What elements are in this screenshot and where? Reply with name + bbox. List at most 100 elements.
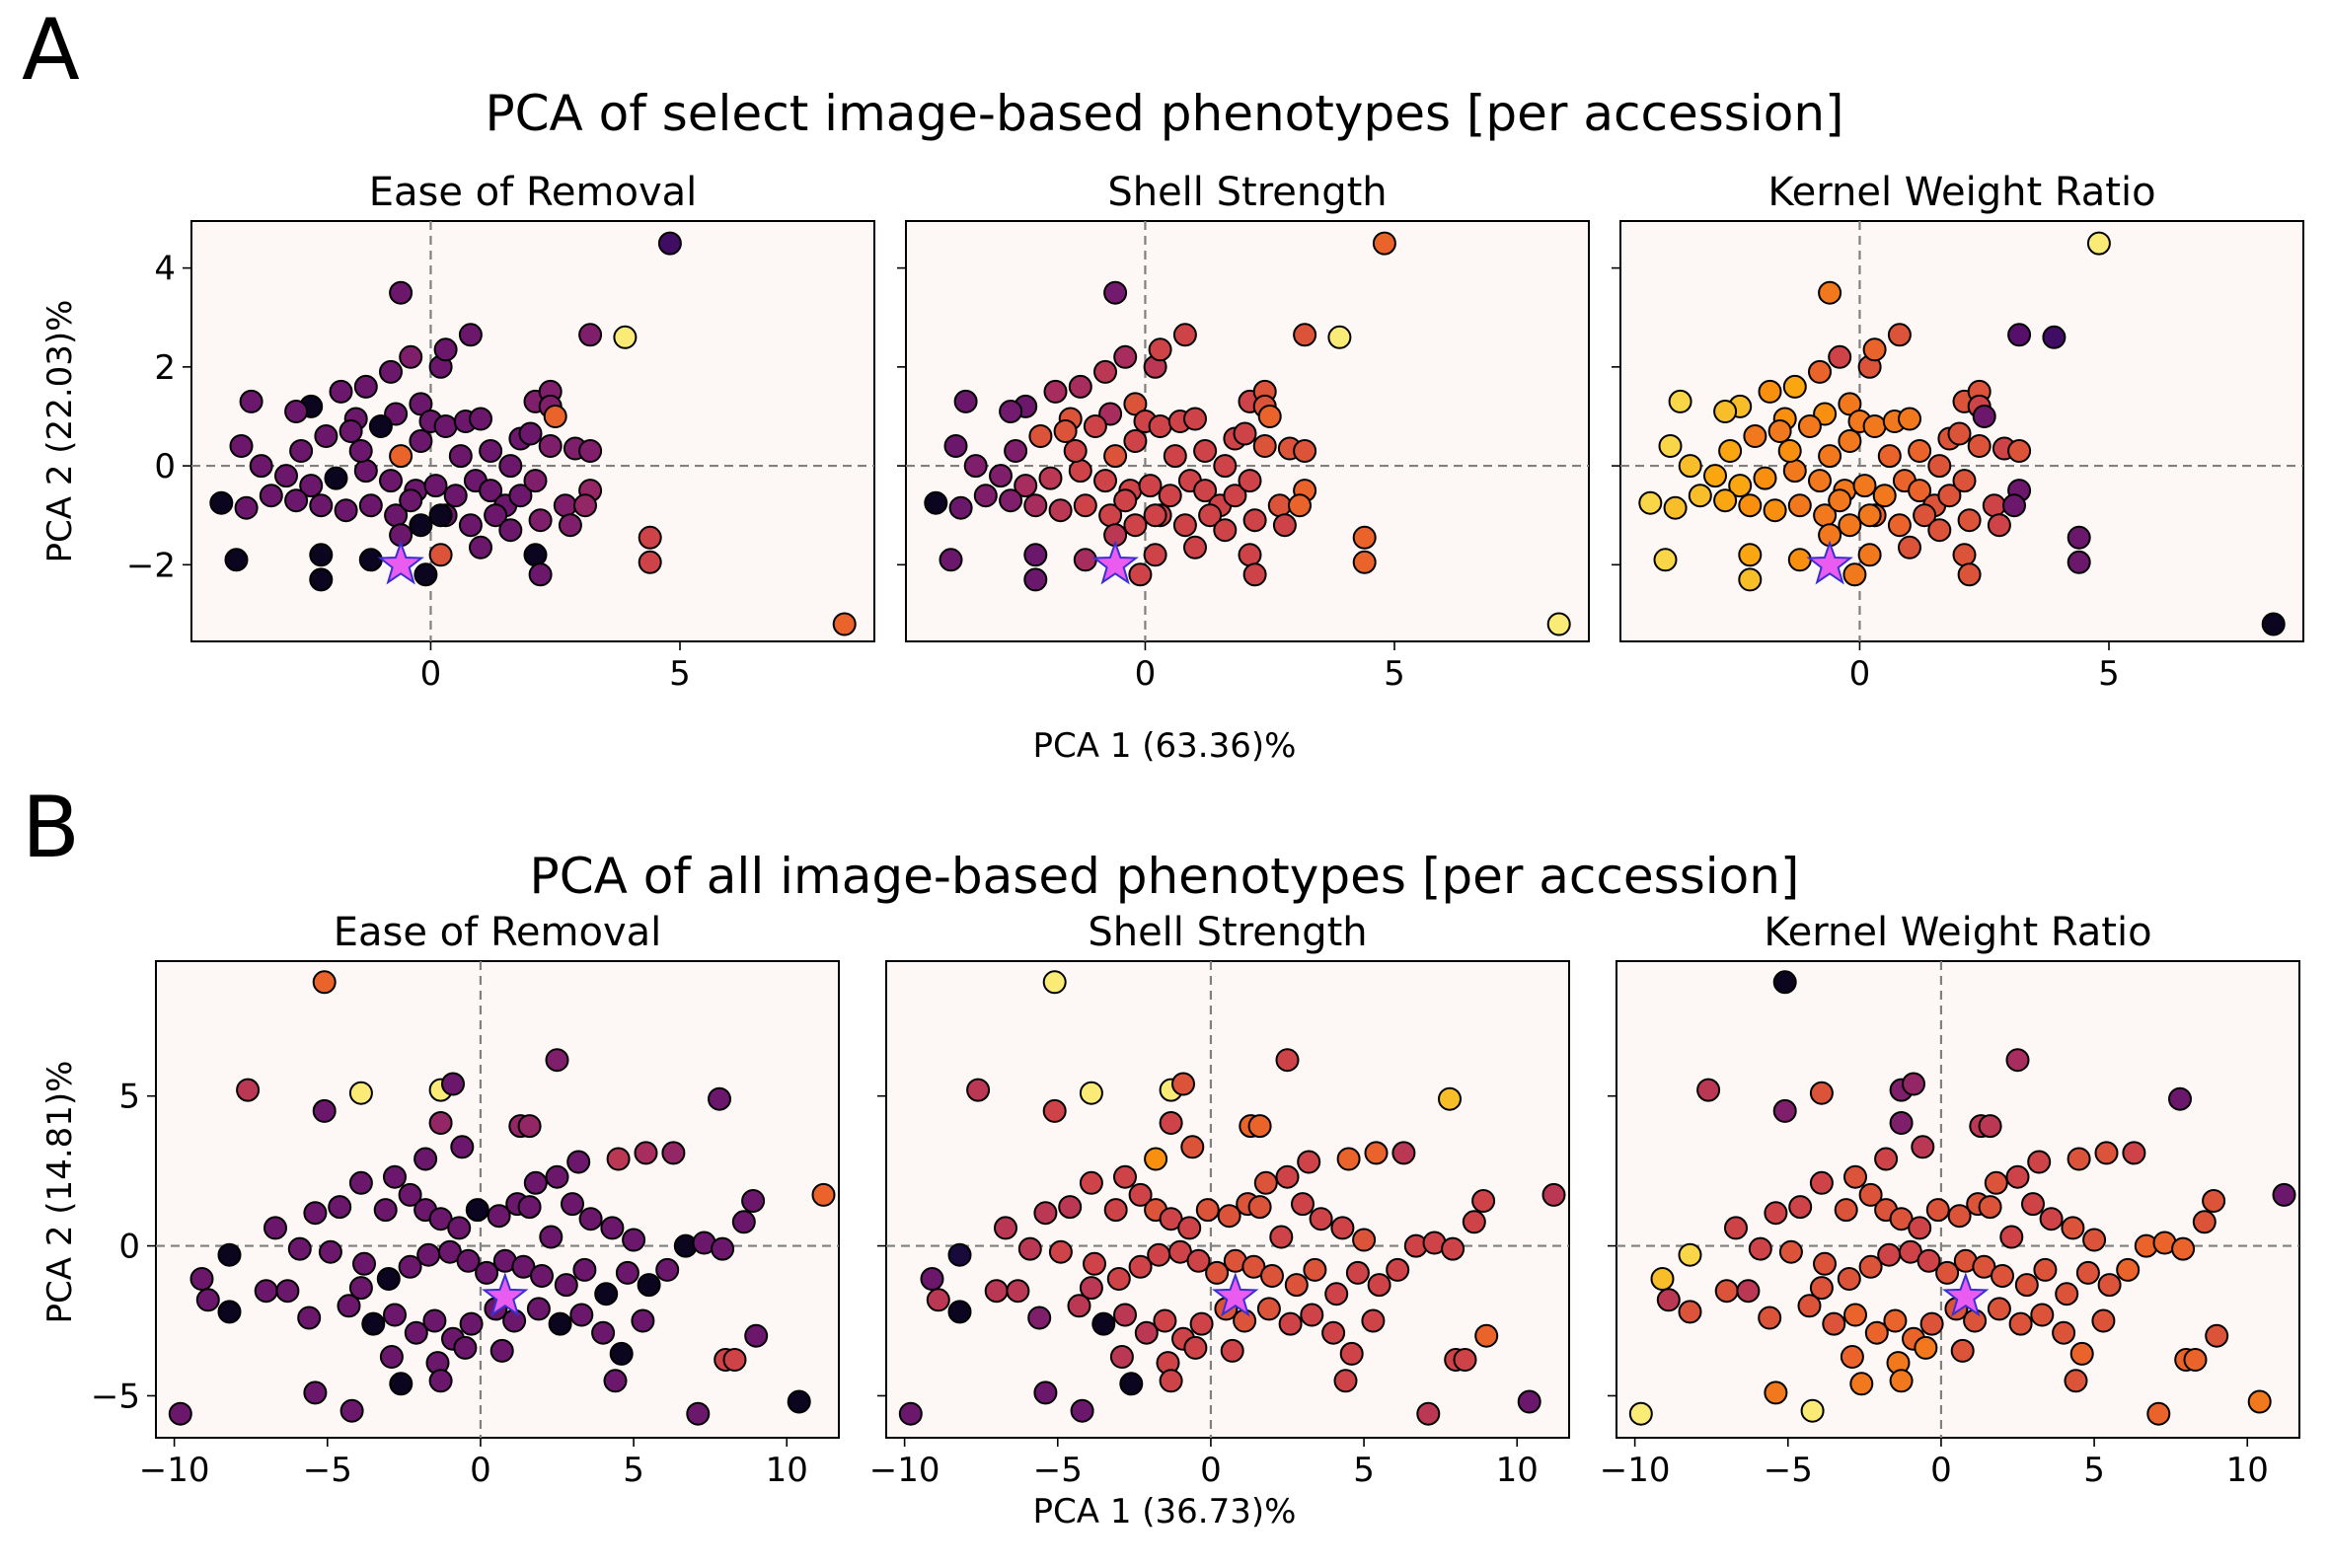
chart-a-point xyxy=(1838,392,1862,416)
chart-b-point xyxy=(578,1207,603,1232)
chart-a-point xyxy=(389,444,413,469)
chart-b-point xyxy=(1984,1170,2008,1195)
chart-a-point xyxy=(1038,466,1063,490)
chart-a-point xyxy=(553,493,577,518)
chart-b-x-tick-label: −10 xyxy=(139,1451,210,1490)
chart-b-point xyxy=(708,1086,731,1111)
chart-b-point xyxy=(1628,1401,1653,1426)
chart-a-point xyxy=(1738,567,1763,592)
chart-a-point xyxy=(1172,323,1197,347)
chart-b-x-tick-label: 10 xyxy=(766,1451,808,1490)
chart-a-point xyxy=(1782,459,1807,484)
chart-a-point xyxy=(1842,562,1867,587)
chart-b-point xyxy=(383,1164,407,1189)
chart-b-point xyxy=(404,1320,428,1345)
chart-a-point xyxy=(1818,444,1842,469)
chart-a-point xyxy=(508,484,533,508)
chart-a-point xyxy=(1023,493,1048,518)
chart-a-subplot-title: Ease of Removal xyxy=(369,170,698,215)
chart-a-y-tick-label: −2 xyxy=(126,546,176,585)
chart-b-point xyxy=(2021,1192,2045,1217)
chart-b-x-tick-label: 5 xyxy=(623,1451,644,1490)
chart-a-point xyxy=(573,493,597,518)
chart-a-point xyxy=(1927,454,1952,479)
chart-b-point xyxy=(1837,1267,1861,1291)
chart-b-point xyxy=(1260,1264,1284,1288)
chart-a-point xyxy=(284,488,309,513)
chart-a-point xyxy=(309,567,334,592)
chart-b-point xyxy=(1911,1135,1935,1159)
chart-a-point xyxy=(613,325,638,349)
chart-a-point xyxy=(1193,479,1218,503)
chart-b-point xyxy=(287,1236,312,1261)
chart-a-subplot-3: Kernel Weight Ratio 0 5 xyxy=(1612,170,2304,694)
chart-a-y-tick-label: 4 xyxy=(154,250,176,289)
chart-b-star-marker xyxy=(1941,1272,1990,1317)
chart-a-point xyxy=(518,421,543,446)
chart-a-point xyxy=(1138,474,1163,498)
chart-b-point xyxy=(312,970,337,995)
chart-b-point xyxy=(545,1048,569,1073)
chart-b-point xyxy=(1247,1195,1272,1220)
chart-b-point xyxy=(1650,1267,1675,1291)
chart-b-point xyxy=(1834,1198,1858,1223)
chart-b-point xyxy=(572,1257,597,1282)
chart-b-point xyxy=(561,1192,584,1217)
chart-a-point xyxy=(1068,374,1092,399)
chart-b-point xyxy=(361,1311,386,1336)
chart-b-point xyxy=(1809,1170,1834,1195)
chart-b-point xyxy=(661,1141,686,1165)
chart-b-point xyxy=(523,1170,548,1195)
chart-b-point xyxy=(637,1273,661,1298)
chart-b-point xyxy=(1813,1251,1837,1276)
chart-b-point xyxy=(1183,1335,1208,1360)
chart-b-point xyxy=(1233,1308,1257,1333)
chart-a-point xyxy=(423,474,448,498)
chart-a-point xyxy=(1898,535,1921,560)
chart-a-y-axis-label: PCA 2 (22.03)% xyxy=(40,300,80,563)
chart-b-subplot-title: Ease of Removal xyxy=(334,910,662,955)
chart-b-point xyxy=(631,1308,655,1333)
chart-a-point xyxy=(989,464,1013,488)
chart-b-point xyxy=(731,1210,756,1234)
chart-b-point xyxy=(1017,1236,1042,1261)
chart-b-point xyxy=(254,1279,278,1304)
chart-b-point xyxy=(379,1345,404,1369)
chart-b-subplot-title: Shell Strength xyxy=(1088,910,1367,955)
chart-b-point xyxy=(2094,1141,2119,1165)
chart-b-point xyxy=(1119,1372,1144,1396)
chart-b-point xyxy=(1917,1248,1941,1273)
chart-a-point xyxy=(657,231,682,256)
chart-b-point xyxy=(1772,970,1797,995)
chart-b-point xyxy=(1217,1204,1241,1229)
chart-a-point xyxy=(638,550,662,574)
chart-a-point xyxy=(1004,439,1028,463)
chart-b-point xyxy=(195,1288,220,1312)
chart-b-point xyxy=(1453,1348,1477,1372)
chart-a-point xyxy=(353,374,378,399)
chart-b-point xyxy=(1788,1195,1813,1220)
chart-a-point xyxy=(1658,434,1683,458)
chart-a-point xyxy=(1163,444,1187,469)
chart-b-point xyxy=(1471,1189,1496,1213)
chart-b-point xyxy=(2122,1141,2146,1165)
chart-b-point xyxy=(389,1372,413,1396)
chart-b-point xyxy=(348,1081,373,1105)
chart-b-point xyxy=(275,1279,300,1304)
chart-b-point xyxy=(217,1300,242,1324)
chart-a-point xyxy=(973,484,998,508)
chart-b-point xyxy=(413,1147,438,1171)
chart-b-x-tick-label: 5 xyxy=(1353,1451,1375,1490)
chart-a-point xyxy=(1797,414,1822,438)
chart-b-point xyxy=(1696,1078,1721,1102)
chart-b-point xyxy=(1113,1164,1137,1189)
chart-a-point xyxy=(358,493,383,518)
chart-b-point xyxy=(2082,1228,2107,1252)
chart-a-subplot-title: Kernel Weight Ratio xyxy=(1767,170,2155,215)
chart-b-star-marker xyxy=(1211,1272,1259,1317)
chart-b-point xyxy=(1256,1297,1281,1321)
chart-a-point xyxy=(1053,419,1078,443)
chart-b-point xyxy=(1106,1267,1131,1291)
chart-b-point xyxy=(376,1267,401,1291)
chart-b-point xyxy=(2116,1257,2141,1282)
